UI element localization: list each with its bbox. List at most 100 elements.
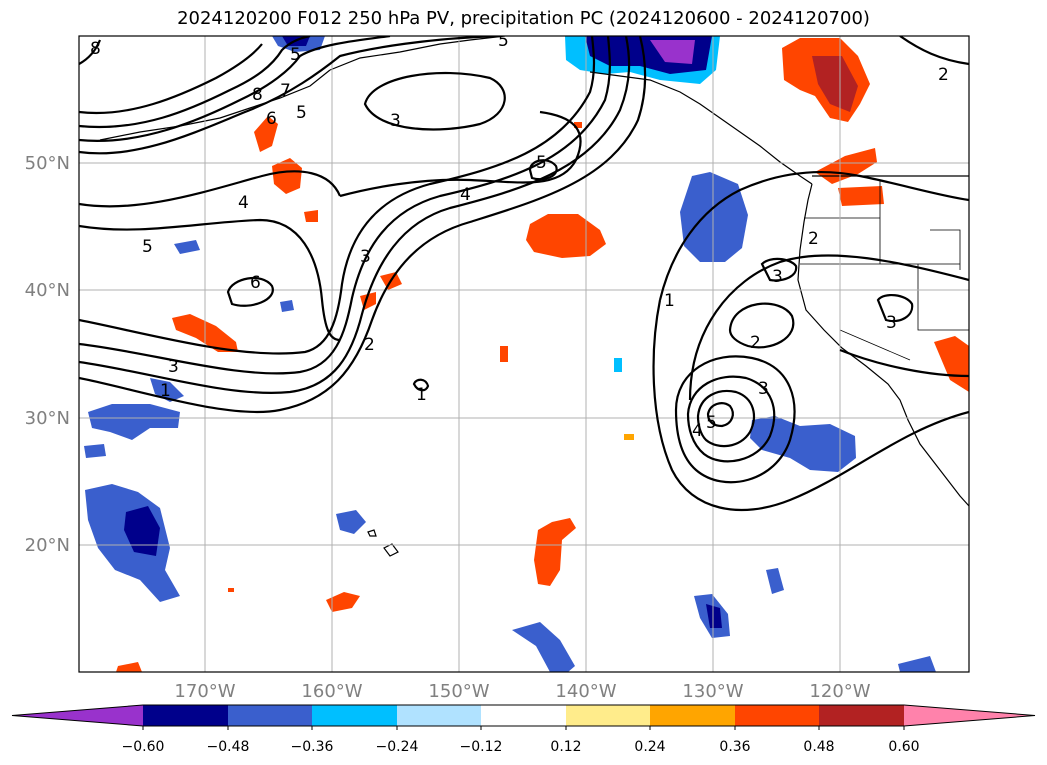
neg-anomaly-south-2-core [706, 604, 722, 628]
colorbar-swatch [904, 705, 1035, 726]
colorbar-swatch [312, 705, 397, 726]
pos-anomaly-20n [534, 518, 576, 586]
colorbar-labels: −0.60 −0.48 −0.36 −0.24 −0.12 0.12 0.24 … [122, 739, 920, 755]
contour-5-top [79, 36, 501, 155]
contour-2-loop [728, 302, 795, 349]
lon-labels: 170°W 160°W 150°W 140°W 130°W 120°W [174, 681, 870, 702]
colorbar-tick-label: 0.24 [634, 739, 665, 755]
colorbar-swatch [397, 705, 481, 726]
colorbar-swatch [143, 705, 228, 726]
map-background [79, 36, 969, 672]
colorbar-swatch [12, 705, 143, 726]
pos-anomaly-or [838, 186, 884, 206]
colorbar-swatch [228, 705, 312, 726]
lon-label: 140°W [555, 681, 616, 702]
neg-anomaly-west-22n-core [124, 506, 160, 556]
contour-label: 5 [706, 413, 717, 433]
contour-6-loop [226, 276, 274, 307]
contour-3a [79, 36, 611, 375]
pos-anomaly-bottom-left [116, 662, 142, 672]
lon-label: 130°W [682, 681, 743, 702]
gridlines [79, 36, 969, 672]
contour-4-east [696, 389, 755, 448]
contour-label: 8 [90, 39, 101, 59]
pos-anomaly-pnw-core [812, 56, 858, 112]
neg-anomaly-west-28n [84, 444, 106, 458]
contour-label: 2 [364, 335, 375, 355]
colorbar-tick-label: −0.48 [207, 739, 250, 755]
colorbar-swatch [481, 705, 566, 726]
contour-8-top [79, 43, 263, 115]
north-america-coast [797, 183, 969, 507]
neg-anomaly-west-30n [88, 404, 180, 440]
contour-label: 5 [290, 45, 301, 65]
neg-anomaly-hawaii [336, 510, 366, 534]
contour-label: 5 [296, 103, 307, 123]
lon-label: 120°W [809, 681, 870, 702]
contour-5-center [706, 402, 734, 428]
colorbar [11, 704, 1036, 730]
pos-anomaly-16n [326, 592, 360, 612]
colorbar-tick-label: −0.24 [376, 739, 419, 755]
contour-label: 3 [390, 111, 401, 131]
pos-anomaly-48n [272, 158, 302, 194]
aleutians [99, 69, 331, 141]
pos-anomaly-wa [815, 148, 877, 184]
contour-3-east-far [876, 294, 914, 323]
colorbar-swatch [735, 705, 819, 726]
contour-label: 8 [252, 85, 263, 105]
lon-label: 150°W [428, 681, 489, 702]
contour-label: 4 [460, 185, 471, 205]
pos-anomaly-36n-east [934, 336, 969, 392]
contour-label: 4 [238, 193, 249, 213]
contour-label: 3 [360, 247, 371, 267]
lat-label: 50°N [25, 153, 70, 174]
colorbar-swatch [650, 705, 735, 726]
colorbar-tick-label: 0.36 [719, 739, 750, 755]
contour-label: 3 [886, 313, 897, 333]
colorbar-tick-label: 0.12 [550, 739, 581, 755]
contour-label: 1 [416, 385, 427, 405]
contour-1-outer [652, 299, 969, 512]
contour-label: 6 [266, 109, 277, 129]
map-title: 2024120200 F012 250 hPa PV, precipitatio… [177, 8, 870, 29]
contour-label: 4 [692, 421, 703, 441]
contour-label: 5 [142, 237, 153, 257]
neg-anomaly-gulf-core [650, 40, 695, 64]
contour-1-small [412, 378, 430, 392]
contour-label: 5 [536, 153, 547, 173]
contour-3-loop-north [363, 71, 506, 131]
contour-1-east [658, 170, 969, 301]
contour-5-south [79, 218, 341, 342]
lat-label: 20°N [25, 535, 70, 556]
colorbar-swatch [819, 705, 904, 726]
map-content: 8 8 7 6 5 5 3 5 4 4 5 6 3 2 1 1 2 3 2 3 … [79, 31, 969, 672]
lat-labels: 50°N 40°N 30°N 20°N [25, 153, 70, 556]
contour-label: 2 [750, 333, 761, 353]
neg-anomaly-ne-pacific [680, 172, 748, 262]
contour-2 [79, 36, 631, 394]
coastlines [99, 36, 969, 557]
contour-label: 1 [664, 291, 675, 311]
pos-anomaly-53n [254, 116, 278, 152]
neg-anomaly-south-3 [766, 568, 784, 594]
neg-anomaly-subtropic-east [750, 416, 856, 472]
contour-label: 2 [808, 229, 819, 249]
pos-anomaly-small-1 [624, 434, 634, 440]
contour-label: 5 [498, 31, 509, 51]
contour-label: 3 [772, 267, 783, 287]
contour-label: 7 [280, 81, 291, 101]
pv-contours [79, 36, 969, 512]
contour-label: 6 [250, 273, 261, 293]
lat-label: 30°N [25, 408, 70, 429]
contour-3-north [339, 110, 582, 198]
map-border [78, 35, 970, 673]
neg-anomaly-small-40n [280, 300, 294, 312]
colorbar-tick-label: −0.36 [291, 739, 334, 755]
contour-2-far-east [899, 36, 969, 66]
colorbar-tick-label: 0.60 [888, 739, 919, 755]
pos-anomaly-35n [500, 346, 508, 362]
contour-east-lower [839, 348, 969, 378]
alaska-coast [329, 36, 813, 185]
